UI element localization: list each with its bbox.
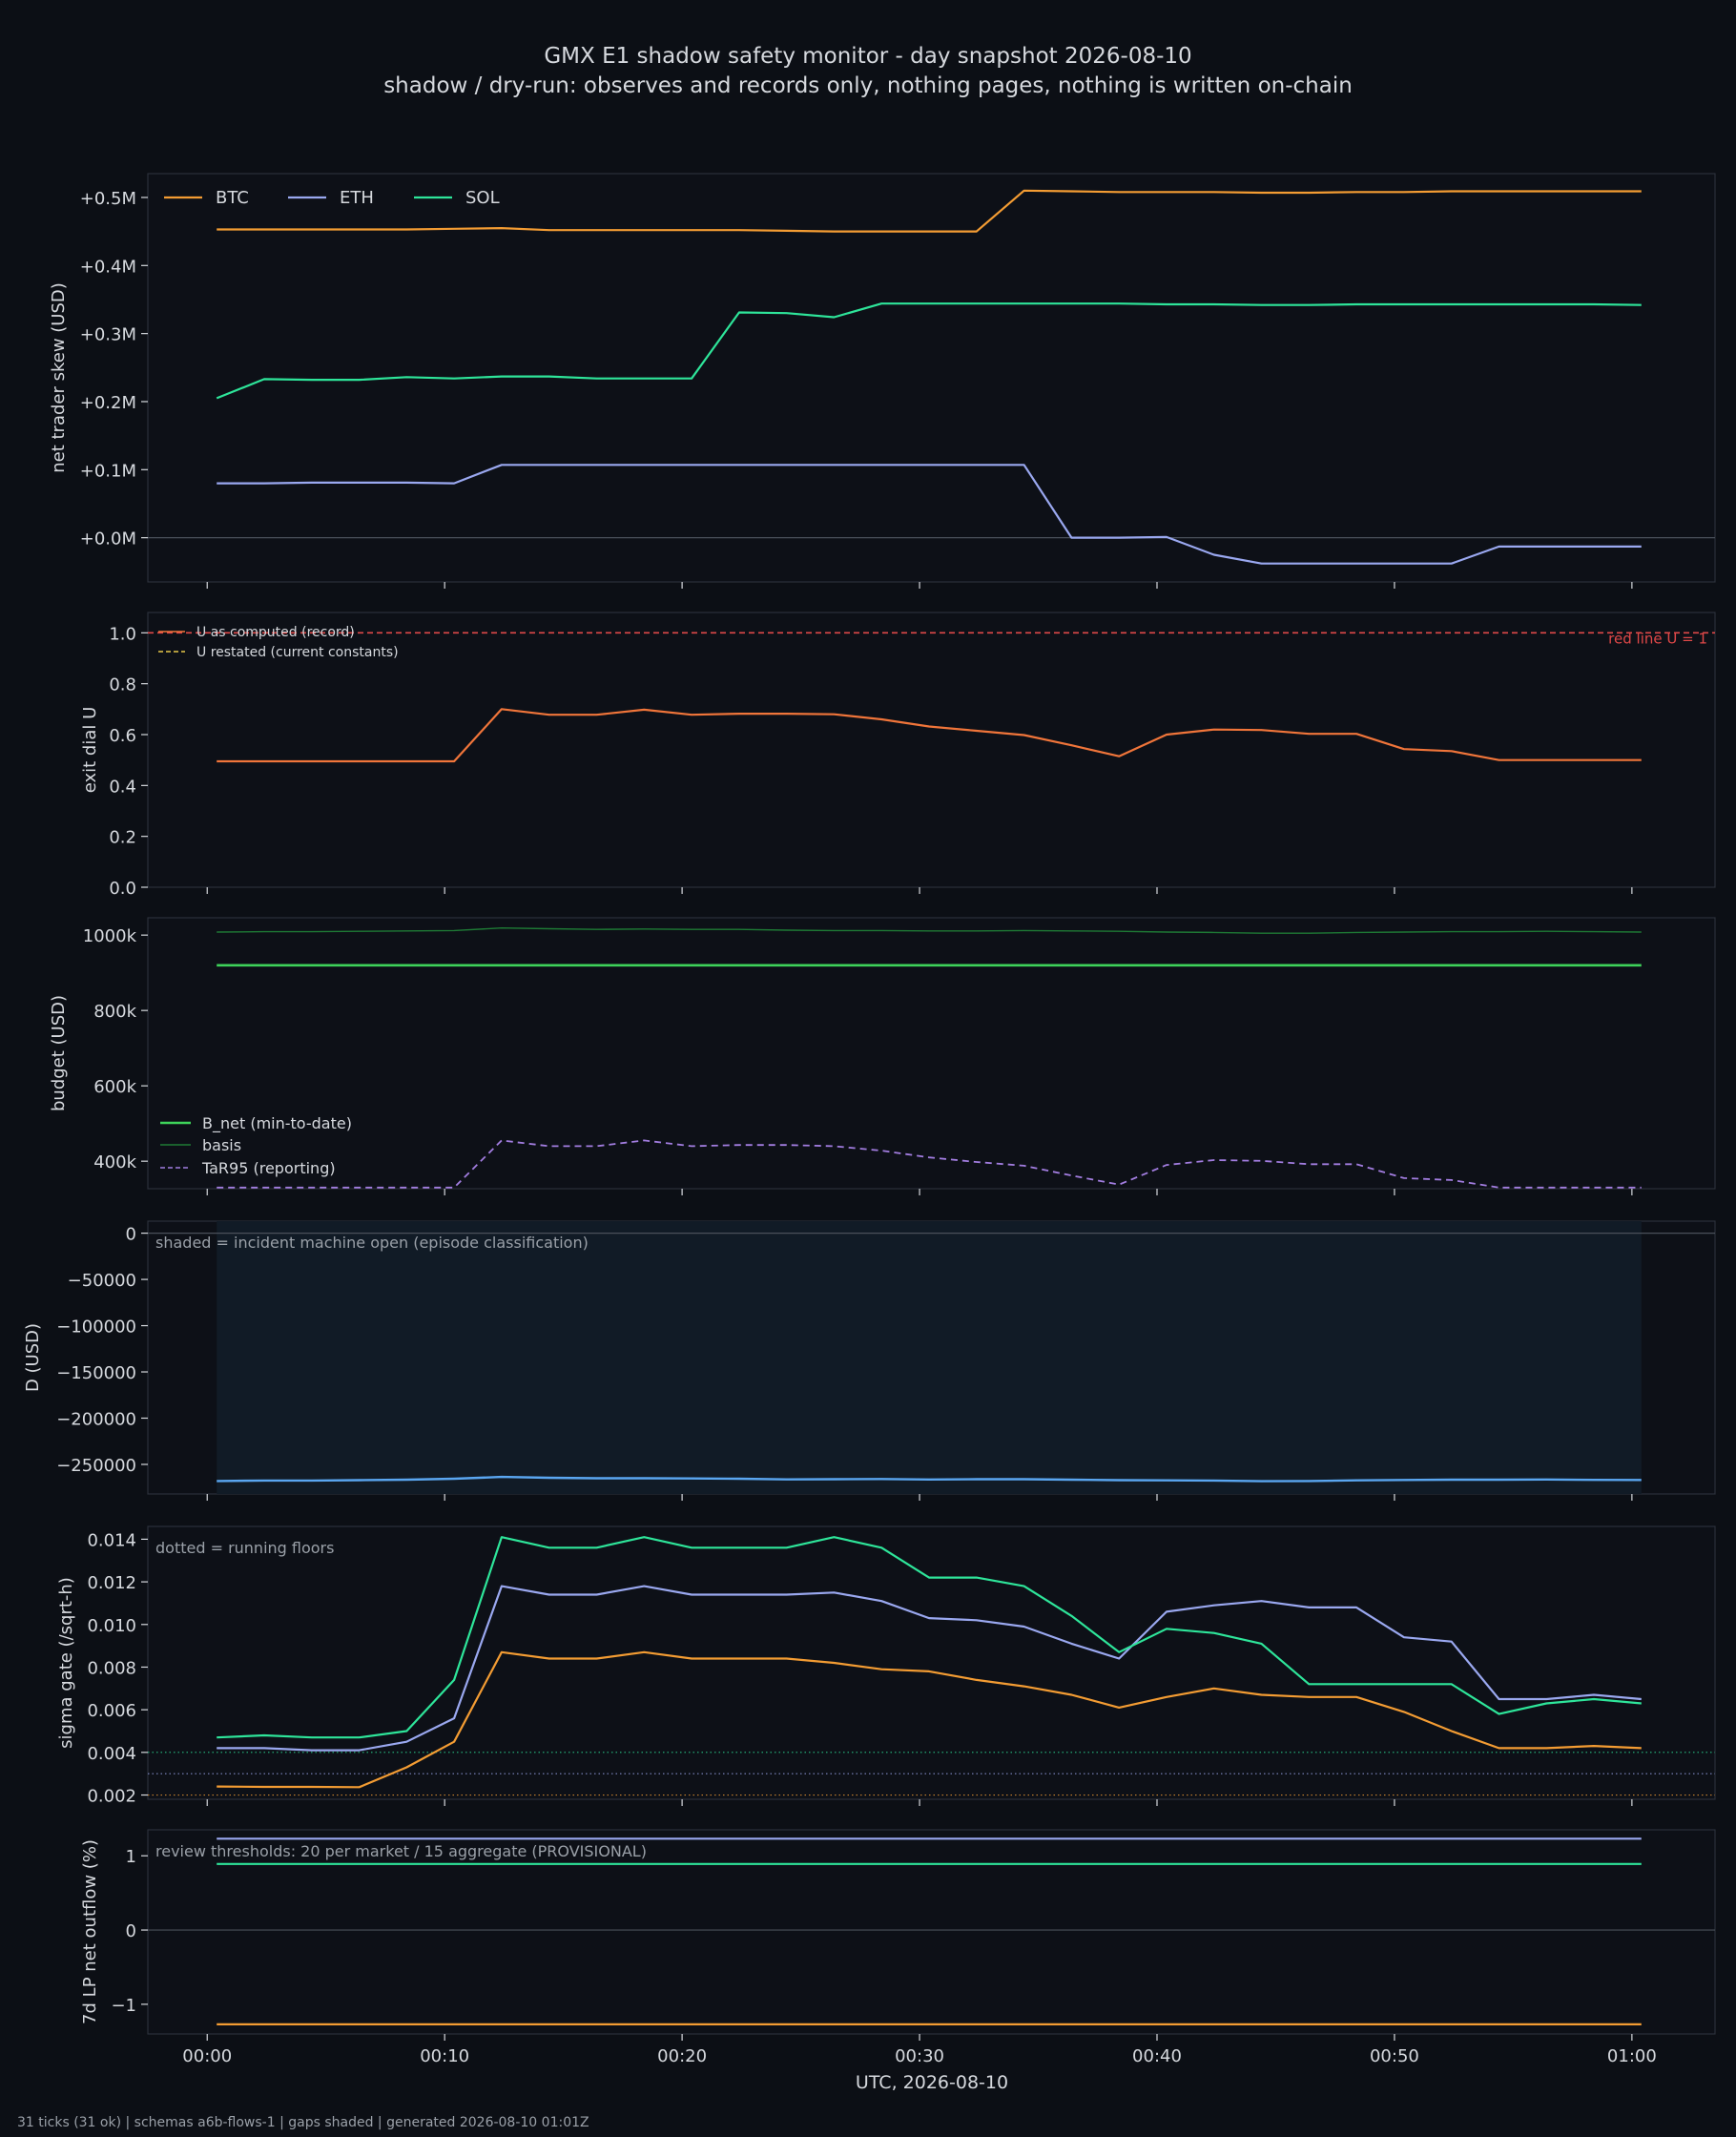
figure-subtitle: shadow / dry-run: observes and records o… <box>383 73 1353 98</box>
y-tick-label: +0.5M <box>80 189 136 209</box>
y-tick-label: 600k <box>93 1077 136 1097</box>
panel-annotation: dotted = running floors <box>155 1539 334 1557</box>
panel-frame <box>147 1525 1716 1800</box>
y-tick-label: −150000 <box>56 1363 136 1383</box>
legend-label: U restated (current constants) <box>196 645 399 660</box>
y-tick-label: 0.006 <box>87 1701 136 1721</box>
y-tick-label: −250000 <box>56 1456 136 1476</box>
x-tick-label: 00:10 <box>420 2046 469 2066</box>
y-tick-label: 0 <box>126 1225 136 1245</box>
panel-frame <box>147 612 1716 888</box>
x-tick-label: 01:00 <box>1607 2046 1657 2066</box>
legend-label: basis <box>202 1136 241 1154</box>
y-tick-label: 0 <box>126 1921 136 1941</box>
y-axis-label: D (USD) <box>23 1323 43 1392</box>
y-tick-label: 0.2 <box>109 828 136 848</box>
panel-lp_outflow: −1 0 1 00:00 00:10 00:20 00:30 00:40 00:50 01:00 7… <box>80 1829 1716 2066</box>
figure-title: GMX E1 shadow safety monitor - day snaps… <box>544 44 1191 69</box>
y-axis-label: 7d LP net outflow (%) <box>80 1839 100 2024</box>
y-tick-label: +0.2M <box>80 393 136 413</box>
series-line-tar95-reporting- <box>217 1139 1642 1189</box>
y-tick-label: 0.0 <box>109 879 136 899</box>
legend: BTC ETH SOL <box>164 188 500 208</box>
y-tick-label: 1 <box>126 1847 136 1867</box>
x-tick-label: 00:50 <box>1370 2046 1419 2066</box>
y-axis-label: sigma gate (/sqrt-h) <box>56 1577 76 1749</box>
series-line-eth <box>217 1585 1642 1752</box>
y-tick-label: −1 <box>111 1996 136 2016</box>
incident-shade <box>217 1221 1642 1494</box>
legend-label: ETH <box>340 188 374 208</box>
series-line-sol <box>216 302 1642 400</box>
x-axis-label: UTC, 2026-08-10 <box>856 2072 1008 2093</box>
y-tick-label: −100000 <box>56 1317 136 1338</box>
series-line-eth <box>217 464 1642 565</box>
panel-sigma_gate: 0.002 0.004 0.006 0.008 0.010 0.012 0.014 sigma… <box>56 1525 1716 1807</box>
y-tick-label: 400k <box>93 1152 136 1172</box>
legend: B_net (min-to-date) basis TaR95 (reporting… <box>160 1114 352 1177</box>
series-group <box>217 1475 1642 1483</box>
series-group <box>217 708 1642 763</box>
series-line-u-as-computed-record- <box>217 708 1642 763</box>
y-tick-label: −200000 <box>56 1410 136 1430</box>
footer-status: 31 ticks (31 ok) | schemas a6b-flows-1 |… <box>17 2115 589 2130</box>
x-tick-label: 00:20 <box>657 2046 707 2066</box>
y-tick-label: 0.014 <box>87 1530 136 1550</box>
y-tick-label: 0.8 <box>109 675 136 695</box>
x-tick-label: 00:30 <box>895 2046 944 2066</box>
series-group <box>217 1536 1642 1789</box>
series-line-sol <box>217 1536 1642 1739</box>
y-tick-label: 0.004 <box>87 1744 136 1764</box>
legend-label: SOL <box>465 188 500 208</box>
y-tick-label: 1000k <box>83 926 137 946</box>
panel-exit_dial: red line U = 1 0.0 0.2 0.4 0.6 0.8 1.0 exit dia… <box>80 612 1716 899</box>
y-tick-label: 1.0 <box>109 624 136 644</box>
y-tick-label: 0.002 <box>87 1787 136 1807</box>
y-axis-label: budget (USD) <box>49 995 69 1111</box>
panel-drawdown: 0 −50000 −100000 −150000 −200000 −250000 D (US… <box>23 1220 1716 1501</box>
panel-annotation: review thresholds: 20 per market / 15 ag… <box>155 1842 647 1860</box>
panel-annotation: shaded = incident machine open (episode … <box>155 1234 589 1252</box>
series-line-d <box>217 1475 1642 1483</box>
legend: U as computed (record) U restated (curren… <box>158 625 399 660</box>
y-axis-label: exit dial U <box>80 707 100 794</box>
y-tick-label: 0.4 <box>109 777 136 797</box>
series-group <box>216 189 1642 565</box>
x-tick-label: 00:40 <box>1132 2046 1182 2066</box>
legend-label: B_net (min-to-date) <box>202 1114 352 1133</box>
panel-frame <box>147 1829 1716 2035</box>
panel-budget: 400k 600k 800k 1000k budget (USD) B_net (min-… <box>49 917 1716 1195</box>
x-tick-label: 00:00 <box>182 2046 232 2066</box>
y-tick-label: 0.008 <box>87 1658 136 1678</box>
series-line-basis <box>217 927 1642 934</box>
series-group <box>217 1837 1642 2025</box>
y-tick-label: 0.012 <box>87 1573 136 1593</box>
legend-label: BTC <box>216 188 249 208</box>
y-tick-label: −50000 <box>68 1271 136 1291</box>
y-tick-label: 0.010 <box>87 1616 136 1636</box>
panels: +0.0M +0.1M +0.2M +0.3M +0.4M +0.5M net trader… <box>23 173 1716 2066</box>
panel-skew: +0.0M +0.1M +0.2M +0.3M +0.4M +0.5M net trader… <box>49 173 1716 589</box>
y-tick-label: +0.0M <box>80 529 136 550</box>
y-tick-label: +0.4M <box>80 257 136 277</box>
series-line-btc <box>217 1650 1642 1789</box>
y-tick-label: +0.1M <box>80 461 136 481</box>
legend-label: TaR95 (reporting) <box>201 1159 336 1177</box>
series-line-btc <box>217 189 1642 233</box>
series-group <box>217 927 1642 1189</box>
y-tick-label: 0.6 <box>109 726 136 746</box>
red-line-label: red line U = 1 <box>1608 630 1707 647</box>
legend-label: U as computed (record) <box>196 625 355 640</box>
y-tick-label: +0.3M <box>80 325 136 345</box>
panel-frame <box>147 917 1716 1190</box>
y-tick-label: 800k <box>93 1002 136 1022</box>
y-axis-label: net trader skew (USD) <box>49 282 69 473</box>
